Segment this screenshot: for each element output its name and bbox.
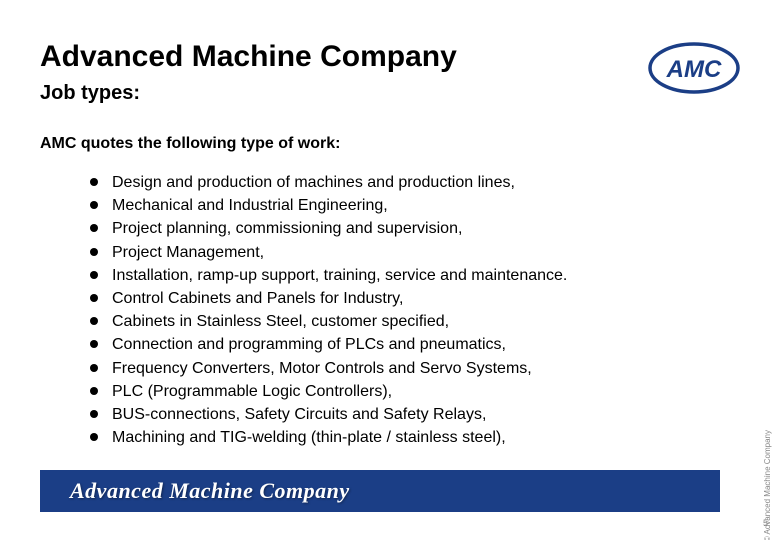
page-number: 5 <box>763 518 768 528</box>
list-item: Control Cabinets and Panels for Industry… <box>90 287 740 310</box>
list-item: Mechanical and Industrial Engineering, <box>90 194 740 217</box>
list-item: Project planning, commissioning and supe… <box>90 217 740 240</box>
list-item: Cabinets in Stainless Steel, customer sp… <box>90 310 740 333</box>
list-item: Design and production of machines and pr… <box>90 171 740 194</box>
amc-logo: AMC <box>648 42 740 94</box>
footer-banner-text: Advanced Machine Company <box>70 478 350 504</box>
job-types-list: Design and production of machines and pr… <box>90 171 740 449</box>
page-title: Advanced Machine Company <box>40 40 648 74</box>
list-item: PLC (Programmable Logic Controllers), <box>90 380 740 403</box>
title-block: Advanced Machine Company Job types: <box>40 40 648 105</box>
header-row: Advanced Machine Company Job types: AMC <box>40 40 740 105</box>
list-item: Connection and programming of PLCs and p… <box>90 333 740 356</box>
footer-banner: Advanced Machine Company <box>40 470 720 512</box>
slide-container: Advanced Machine Company Job types: AMC … <box>0 0 780 540</box>
list-item: BUS-connections, Safety Circuits and Saf… <box>90 403 740 426</box>
page-subtitle: Job types: <box>40 82 648 105</box>
list-item: Machining and TIG-welding (thin-plate / … <box>90 426 740 449</box>
intro-text: AMC quotes the following type of work: <box>40 135 740 153</box>
list-item: Installation, ramp-up support, training,… <box>90 264 740 287</box>
svg-text:AMC: AMC <box>666 56 722 83</box>
list-item: Project Management, <box>90 241 740 264</box>
list-item: Frequency Converters, Motor Controls and… <box>90 357 740 380</box>
